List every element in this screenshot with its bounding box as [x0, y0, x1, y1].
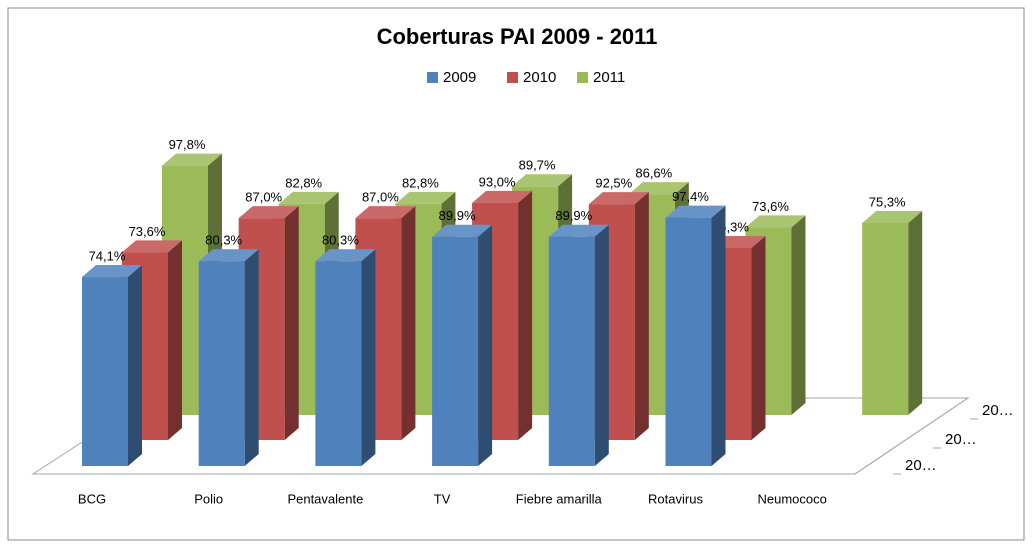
legend-label: 2010 — [523, 69, 556, 86]
x-tick-label: Polio — [194, 491, 223, 506]
value-label: 97,4% — [672, 189, 709, 204]
bar-side — [908, 210, 923, 415]
bar — [432, 224, 493, 466]
bar-front — [432, 236, 479, 466]
value-label: 80,3% — [322, 233, 359, 248]
bar-front — [315, 261, 362, 466]
depth-label: 20… — [945, 431, 977, 448]
bar-side — [128, 265, 142, 466]
bar — [862, 210, 923, 415]
value-label: 74,1% — [89, 248, 126, 263]
bar-side — [634, 192, 649, 440]
chart-title: Coberturas PAI 2009 - 2011 — [377, 24, 658, 49]
bar-front — [665, 217, 712, 466]
bar-top — [198, 249, 259, 262]
value-label: 97,8% — [169, 137, 206, 152]
bar-side — [284, 206, 299, 440]
value-label: 73,6% — [752, 199, 789, 214]
x-tick-label: Rotavirus — [648, 491, 703, 506]
depth-axis — [854, 397, 969, 475]
bar-side — [594, 224, 609, 466]
bar-top — [432, 224, 493, 237]
bar — [665, 205, 726, 466]
x-tick-label: TV — [434, 491, 451, 506]
bar-side — [751, 235, 766, 440]
bar — [198, 249, 259, 466]
bar-side — [791, 215, 806, 415]
bar-top — [355, 206, 416, 219]
value-label: 89,9% — [555, 208, 592, 223]
value-label: 92,5% — [595, 176, 632, 191]
depth-label: 20… — [905, 457, 937, 474]
bar — [548, 224, 609, 466]
legend-swatch — [577, 72, 588, 83]
x-tick-label: Neumococo — [758, 491, 827, 506]
bar-front — [82, 277, 128, 466]
bar-top — [162, 153, 222, 166]
x-tick-label: Fiebre amarilla — [516, 491, 603, 506]
bar-top — [548, 224, 609, 237]
bar-side — [711, 205, 726, 466]
legend-label: 2009 — [443, 69, 476, 86]
bar-side — [518, 190, 533, 440]
bar-top — [512, 174, 573, 187]
bar-top — [238, 206, 299, 219]
bar-side — [401, 206, 416, 440]
bar-side — [361, 249, 376, 466]
bar-front — [862, 222, 909, 415]
bar-front — [548, 236, 595, 466]
bar-side — [478, 224, 493, 466]
value-label: 89,7% — [519, 158, 556, 173]
value-label: 82,8% — [285, 175, 322, 190]
bar-top — [82, 265, 142, 278]
bar-top — [588, 192, 649, 205]
bar-side — [168, 240, 182, 440]
legend-label: 2011 — [593, 69, 625, 86]
value-label: 87,0% — [362, 190, 399, 205]
value-label: 93,0% — [479, 174, 516, 189]
value-label: 87,0% — [245, 190, 282, 205]
bar-top — [472, 190, 533, 203]
bar-top — [315, 249, 376, 262]
legend-swatch — [427, 72, 438, 83]
bar-top — [395, 191, 456, 204]
bar-front — [198, 261, 245, 466]
value-label: 75,3% — [869, 194, 906, 209]
bar-top — [745, 215, 806, 228]
x-tick-label: Pentavalente — [287, 491, 363, 506]
value-label: 73,6% — [129, 224, 166, 239]
value-label: 82,8% — [402, 175, 439, 190]
bar-top — [278, 191, 339, 204]
bar-top — [862, 210, 923, 223]
bar-top — [628, 182, 689, 195]
value-label: 86,6% — [635, 166, 672, 181]
bar-side — [244, 249, 259, 466]
legend-swatch — [507, 72, 518, 83]
value-label: 89,9% — [439, 208, 476, 223]
x-tick-label: BCG — [78, 491, 106, 506]
bar-top — [665, 205, 726, 218]
depth-label: 20… — [982, 402, 1014, 419]
bar — [355, 206, 416, 440]
value-label: 80,3% — [205, 233, 242, 248]
bar-top — [122, 240, 182, 253]
bar — [315, 249, 376, 466]
bar — [82, 265, 142, 466]
